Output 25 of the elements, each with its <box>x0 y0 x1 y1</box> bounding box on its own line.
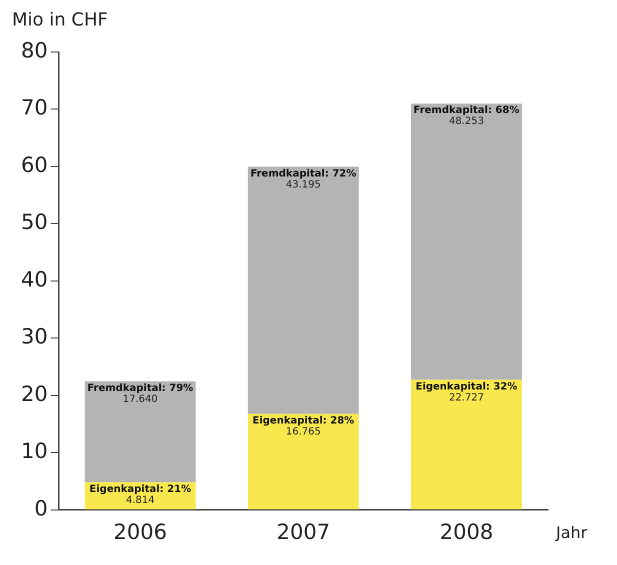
bar <box>411 380 522 510</box>
y-tick-label: 50 <box>20 210 48 234</box>
data-label: Eigenkapital: 21% 4.814 <box>89 484 192 506</box>
y-tick-label: 30 <box>20 324 48 349</box>
bar <box>411 104 522 380</box>
y-tick-label: 80 <box>20 38 48 62</box>
y-axis-title: Mio in CHF <box>12 10 108 31</box>
data-label: Eigenkapital: 28% 16.765 <box>252 415 354 438</box>
x-tick-label: 2006 <box>114 520 167 544</box>
data-label: Eigenkapital: 32% 22.727 <box>416 381 518 404</box>
y-tick-label: 20 <box>20 382 48 406</box>
y-tick-label: 60 <box>20 152 48 177</box>
bar <box>248 414 359 510</box>
x-axis-title: Jahr <box>555 522 588 542</box>
data-label: Fremdkapital: 68% 48.253 <box>414 105 520 128</box>
data-label: Fremdkapital: 79% 17.640 <box>87 382 194 405</box>
bar <box>84 381 196 482</box>
y-tick-label: 70 <box>20 96 48 120</box>
x-tick-label: 2007 <box>276 520 330 544</box>
y-tick-label: 0 <box>34 496 48 520</box>
data-label: Fremdkapital: 72% 43.195 <box>250 168 356 190</box>
x-tick-label: 2008 <box>440 520 494 544</box>
bar <box>248 166 359 414</box>
y-tick-label: 40 <box>20 267 48 292</box>
y-tick-label: 10 <box>20 439 48 464</box>
